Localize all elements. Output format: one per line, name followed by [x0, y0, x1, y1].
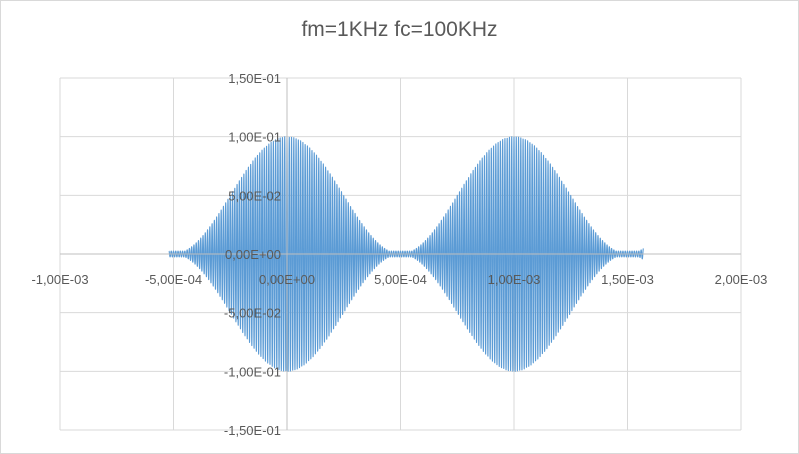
series-layer [168, 136, 644, 372]
axes [60, 78, 741, 430]
y-tick-label: 1,00E-01 [228, 130, 281, 145]
x-tick-label: 2,00E-03 [715, 272, 768, 287]
x-tick-label: 0,00E+00 [259, 272, 315, 287]
x-tick-label: 5,00E-04 [374, 272, 427, 287]
chart-title: fm=1KHz fc=100KHz [301, 18, 498, 41]
x-tick-label: 1,00E-03 [488, 272, 541, 287]
y-tick-labels: 1,50E-01 1,00E-01 5,00E-02 0,00E+00 -5,00E-0… [224, 71, 281, 438]
y-tick-label: 0,00E+00 [225, 247, 281, 262]
x-tick-label: -5,00E-04 [145, 272, 202, 287]
x-tick-label: -1,00E-03 [31, 272, 88, 287]
x-tick-label: 1,50E-03 [601, 272, 654, 287]
signal-series-line [168, 136, 644, 372]
y-tick-label: -5,00E-02 [224, 306, 281, 321]
y-tick-label: 5,00E-02 [228, 188, 281, 203]
x-tick-labels: -1,00E-03 -5,00E-04 0,00E+00 5,00E-04 1,00E-… [31, 272, 767, 287]
y-tick-label: 1,50E-01 [228, 71, 281, 86]
y-tick-label: -1,50E-01 [224, 423, 281, 438]
y-tick-label: -1,00E-01 [224, 364, 281, 379]
